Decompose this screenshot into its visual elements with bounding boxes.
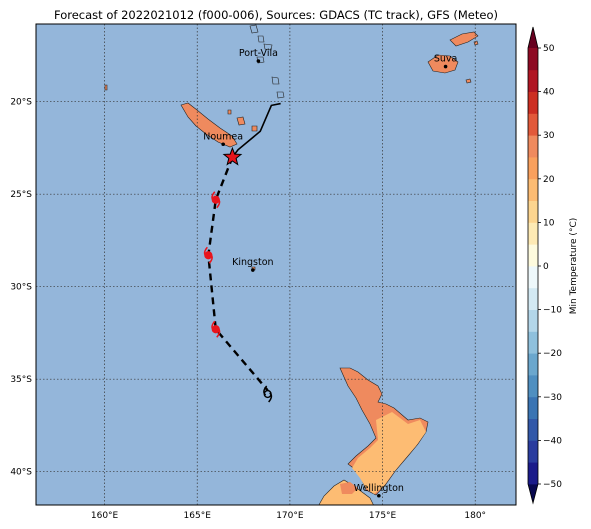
new-caledonia-grande-terre (180, 102, 238, 148)
latitude-tick-label: 25°S (10, 190, 32, 200)
city-label: Suva (434, 54, 458, 65)
longitude-tick-label: 160°E (91, 511, 119, 521)
current-position-star-icon (222, 146, 243, 166)
city-markers: Port-Vila Suva Noumea Kingston Wellington (203, 48, 457, 498)
colorbar-tick-label: −10 (543, 306, 562, 316)
city-dot (221, 142, 225, 147)
latitude-tick-label: 40°S (10, 468, 32, 478)
tropical-cyclone-symbol (203, 246, 213, 264)
colorbar-tick-label: −40 (543, 436, 562, 446)
colorbar-bin (528, 353, 538, 376)
colorbar-tick-label: 10 (543, 218, 555, 228)
fiji-vanua-levu (449, 31, 479, 47)
colorbar-bin (528, 222, 538, 245)
extratropical-symbol (263, 385, 273, 403)
city-label: Wellington (354, 483, 404, 494)
city-dot (251, 268, 255, 272)
colorbar-bin (528, 244, 538, 267)
vanuatu-island (263, 43, 273, 51)
cyclone-track (203, 102, 281, 403)
colorbar-bin (528, 440, 538, 463)
latitude-tick-label: 30°S (10, 283, 32, 293)
colorbar-bin (528, 462, 538, 485)
tropical-cyclone-symbol (211, 320, 221, 338)
latitude-tick-labels: 20°S 25°S 30°S 35°S 40°S (10, 98, 32, 478)
loyalty-islands (236, 116, 246, 126)
vanuatu-island (257, 35, 265, 43)
map-title: Forecast of 2022021012 (f000-006), Sourc… (54, 8, 498, 22)
colorbar-bin (528, 266, 538, 289)
latitude-tick-label: 20°S (10, 98, 32, 108)
colorbar-tick-label: 20 (543, 175, 555, 185)
colorbar-upper-extension (528, 27, 538, 48)
colorbar-bin (528, 331, 538, 354)
map-frame (35, 23, 517, 506)
colorbar-tick-label: 30 (543, 131, 555, 141)
ocean-area (36, 24, 516, 505)
city-dot (256, 59, 261, 63)
colorbar-bin (528, 48, 538, 71)
colorbar-tick-label: −50 (543, 480, 562, 490)
city-label: Noumea (203, 131, 243, 142)
colorbar-label: Min Temperature (°C) (569, 218, 579, 315)
longitude-tick-label: 180° (464, 511, 486, 521)
observed-track-line (231, 102, 281, 158)
city-dot (443, 64, 448, 69)
vanuatu-island (249, 24, 259, 34)
colorbar-tick-label: −30 (543, 393, 562, 403)
longitude-tick-labels: 160°E 165°E 170°E 175°E 180° (91, 511, 486, 521)
fiji-viti-levu (427, 54, 459, 74)
city-label: Kingston (232, 257, 273, 268)
colorbar-bin (528, 287, 538, 310)
city-label: Port-Vila (239, 48, 278, 59)
colorbar-bin (528, 178, 538, 201)
tropical-cyclone-symbol (211, 191, 221, 209)
colorbar-tick-label: 0 (543, 262, 549, 272)
colorbar-bin (528, 418, 538, 441)
colorbar-lower-extension (528, 484, 538, 503)
longitude-tick-label: 165°E (184, 511, 212, 521)
loyalty-islands (227, 109, 232, 115)
colorbar-bin (528, 91, 538, 114)
longitude-tick-label: 175°E (369, 511, 397, 521)
vanuatu-island (276, 91, 285, 99)
vanuatu-island (271, 76, 280, 85)
city-dot (377, 493, 381, 498)
colorbar-bin (528, 200, 538, 223)
colorbar-bin (528, 113, 538, 136)
colorbar-bin (528, 375, 538, 398)
colorbar-bin (528, 135, 538, 158)
graticule (36, 24, 516, 505)
colorbar-tick-label: 40 (543, 88, 555, 98)
longitude-tick-label: 170°E (276, 511, 304, 521)
fiji-small-island (465, 78, 472, 84)
colorbar-bin (528, 396, 538, 419)
colorbar-bin (528, 157, 538, 180)
north-island-mild-zone (352, 412, 426, 494)
fiji-small-island (473, 40, 479, 46)
small-island (104, 84, 108, 91)
colorbar-tick-label: −20 (543, 349, 562, 359)
colorbar: 50 40 30 20 10 0 −10 −20 −30 −40 −50 Min Temperatur… (527, 26, 579, 505)
colorbar-tick-label: 50 (543, 44, 555, 54)
latitude-tick-label: 35°S (10, 375, 32, 385)
colorbar-bin (528, 69, 538, 92)
colorbar-bin (528, 309, 538, 332)
loyalty-islands (251, 125, 258, 132)
south-island-warm-zone (340, 482, 358, 494)
